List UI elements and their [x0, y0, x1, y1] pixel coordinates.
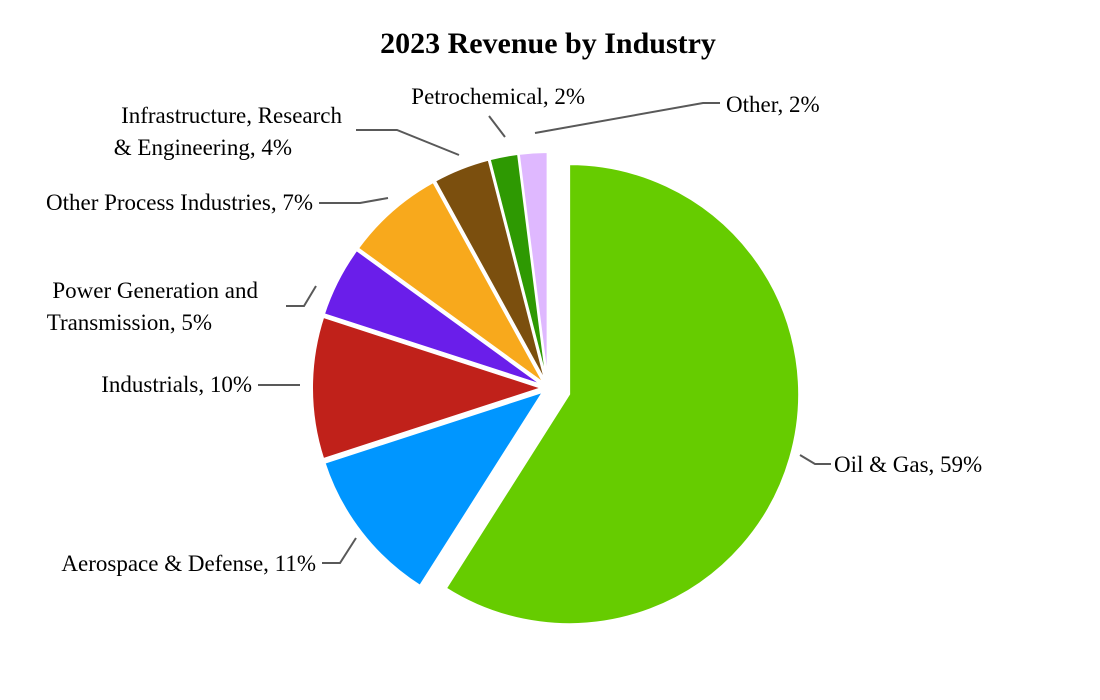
- leader-line-2: [322, 537, 357, 564]
- slice-label-6-line-1: Infrastructure, Research: [121, 103, 342, 128]
- leader-line-5: [319, 197, 389, 204]
- pie-slice-4: [322, 248, 544, 387]
- leader-line-8: [534, 102, 720, 134]
- pie-slice-3: [311, 315, 546, 461]
- slice-label-2: Aerospace & Defense, 11%: [61, 551, 316, 576]
- chart-title: 2023 Revenue by Industry: [380, 27, 716, 60]
- pie-slice-5: [356, 180, 545, 385]
- slice-label-4-line-1: Power Generation and: [52, 278, 258, 303]
- pie-slice-2: [323, 389, 546, 588]
- leader-line-1: [799, 454, 831, 465]
- slice-label-4-line-2: Transmission, 5%: [47, 310, 212, 335]
- slice-label-8: Other, 2%: [726, 92, 820, 117]
- pie-slice-1: [444, 163, 801, 626]
- leader-line-4: [286, 285, 317, 307]
- slice-label-6-line-2: & Engineering, 4%: [114, 135, 292, 160]
- slice-label-5: Other Process Industries, 7%: [46, 190, 313, 215]
- leader-lines: [258, 102, 831, 564]
- slice-labels: Oil & Gas, 59% Aerospace & Defense, 11% In…: [46, 84, 982, 576]
- slice-label-7: Petrochemical, 2%: [411, 84, 585, 109]
- leader-line-6: [356, 129, 460, 156]
- leader-line-7: [488, 115, 506, 138]
- slice-label-3: Industrials, 10%: [101, 372, 252, 397]
- pie-slices: [311, 151, 801, 626]
- slice-label-1: Oil & Gas, 59%: [834, 452, 982, 477]
- pie-slice-8: [517, 151, 549, 383]
- pie-slice-6: [433, 158, 547, 383]
